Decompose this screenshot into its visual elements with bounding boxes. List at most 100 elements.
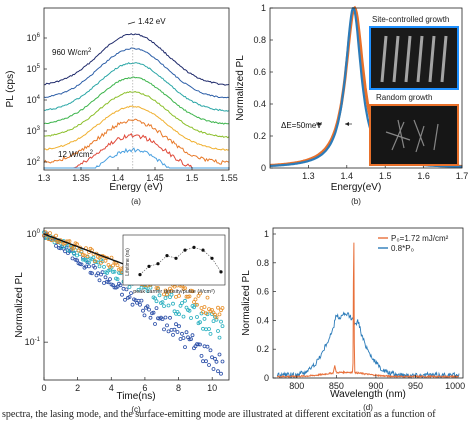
panel-c-data-point	[79, 249, 84, 254]
panel-c-data-point	[99, 260, 103, 265]
panel-c-data-point	[84, 258, 88, 263]
panel-c-data-point	[142, 313, 147, 318]
panel-a-series-line	[43, 62, 230, 112]
panel-c-data-point	[214, 315, 219, 320]
panel-b-y-label: Normalized PL	[235, 55, 246, 121]
fwhm-arrow-left-head	[318, 122, 322, 126]
panel-c-data-point	[115, 277, 120, 282]
panel-a-caption: (a)	[131, 197, 141, 206]
panel-c-data-point	[183, 298, 187, 303]
panel-a-y-tick-label: 105	[27, 64, 41, 74]
panel-c-y-ticks: 100 10-1	[25, 229, 48, 347]
figure-caption: spectra, the lasing mode, and the surfac…	[2, 409, 436, 420]
panel-c-data-point	[210, 307, 214, 312]
panel-a-y-tick-label: 103	[27, 126, 41, 136]
panel-c-data-point	[118, 283, 123, 288]
panel-a-y-ticks: 106 105 104 103 102	[27, 33, 47, 167]
lifetime-inset-x-label: peak carrier density/pulse (#/cm²)	[133, 289, 215, 295]
panel-c-data-point	[87, 264, 91, 269]
panel-c-data-point	[187, 308, 192, 313]
panel-c-data-point	[112, 269, 117, 274]
panel-d-curves	[276, 242, 460, 379]
panel-c-data-point	[184, 330, 189, 335]
panel-c-data-point	[201, 309, 205, 314]
panel-c-data-point	[201, 326, 205, 331]
panel-c-data-point	[199, 353, 204, 358]
panel-c-data-point	[54, 243, 58, 248]
panel-a-y-label: PL (cps)	[5, 71, 16, 108]
panel-c-y-tick-label: 100	[27, 229, 41, 239]
panel-c-data-point	[162, 304, 166, 309]
panel-d-x-tick-label: 850	[329, 381, 344, 391]
panel-d-caption: (d)	[363, 403, 373, 412]
panel-b-x-tick-label: 1.6	[417, 171, 430, 181]
panel-d-series-line-p0	[276, 242, 459, 379]
panel-d-x-tick-label: 1000	[445, 381, 465, 391]
lifetime-inset-line	[139, 247, 222, 275]
panel-c-data-point	[75, 253, 79, 258]
panel-c-data-point	[120, 292, 124, 297]
lifetime-inset-point	[192, 245, 196, 249]
panel-c-data-point	[55, 239, 60, 244]
panel-c-data-point	[205, 295, 210, 300]
panel-c-x-tick-label: 4	[109, 383, 114, 393]
panel-c-data-point	[216, 305, 220, 310]
panel-c-data-point	[154, 306, 159, 311]
panel-c-data-point	[178, 303, 183, 308]
panel-c-data-point	[106, 280, 111, 285]
peak-energy-label: 1.42 eV	[138, 17, 166, 26]
panel-a-x-tick-label: 1.3	[38, 173, 51, 183]
panel-c-data-point	[216, 369, 220, 374]
lifetime-inset-y-label: Lifetime (ns)	[125, 248, 131, 276]
panel-c-data-point	[145, 288, 150, 293]
panel-c-data-point	[79, 262, 84, 267]
lifetime-inset-point	[138, 273, 142, 277]
panel-c-data-point	[204, 311, 208, 316]
panel-c-data-point	[97, 264, 102, 269]
panel-c-data-point	[102, 264, 106, 269]
panel-b-x-tick-label: 1.5	[379, 171, 392, 181]
panel-d-y-tick-label: 1	[264, 229, 269, 239]
panel-c-data-point	[70, 256, 75, 261]
panel-c-caption: (c)	[131, 405, 141, 414]
panel-c-data-point	[187, 337, 192, 342]
panel-c-data-point	[160, 300, 165, 305]
panel-c-data-point	[147, 307, 151, 312]
panel-c-data-point	[103, 275, 108, 280]
panel-c-data-point	[108, 277, 112, 282]
panel-b-x-tick-label: 1.3	[302, 171, 315, 181]
panel-c-data-point	[204, 327, 208, 332]
panel-a-x-ticks: 1.3 1.35 1.4 1.45 1.5 1.55	[38, 167, 238, 183]
panel-c-data-point	[196, 342, 201, 347]
panel-c-x-tick-label: 8	[176, 383, 181, 393]
panel-c-data-point	[163, 315, 168, 320]
panel-c-data-point	[165, 292, 169, 297]
panel-c-data-point	[220, 324, 225, 329]
panel-c-data-point	[171, 301, 175, 306]
panel-c-data-point	[177, 312, 181, 317]
panel-a-series-line	[43, 91, 230, 139]
panel-c-data-point	[93, 259, 97, 264]
panel-c-data-point	[87, 260, 91, 265]
panel-c-data-point	[85, 254, 90, 259]
panel-c-data-point	[148, 315, 153, 320]
panel-c-data-point	[157, 293, 162, 298]
panel-c-data-point	[181, 314, 186, 319]
site-controlled-image	[369, 26, 459, 90]
panel-c-data-point	[54, 233, 58, 238]
panel-c-data-point	[139, 298, 144, 303]
panel-c-data-point	[108, 264, 112, 269]
panel-c-data-point	[174, 322, 178, 327]
panel-c-data-point	[72, 245, 76, 250]
panel-c-x-label: Time(ns)	[116, 391, 155, 402]
panel-b-x-ticks: 1.3 1.4 1.5 1.6 1.7	[302, 165, 468, 181]
panel-b-x-label: Energy(eV)	[331, 182, 382, 193]
panel-c-data-point	[67, 239, 72, 244]
panel-b-frame	[269, 7, 463, 169]
panel-c-data-point	[202, 316, 207, 321]
panel-a: 1.3 1.35 1.4 1.45 1.5 1.55 106 105 104 103 102 En…	[5, 7, 238, 206]
panel-c-data-point	[154, 299, 159, 304]
panel-c-data-point	[111, 270, 115, 274]
panel-a-frame	[43, 7, 230, 171]
